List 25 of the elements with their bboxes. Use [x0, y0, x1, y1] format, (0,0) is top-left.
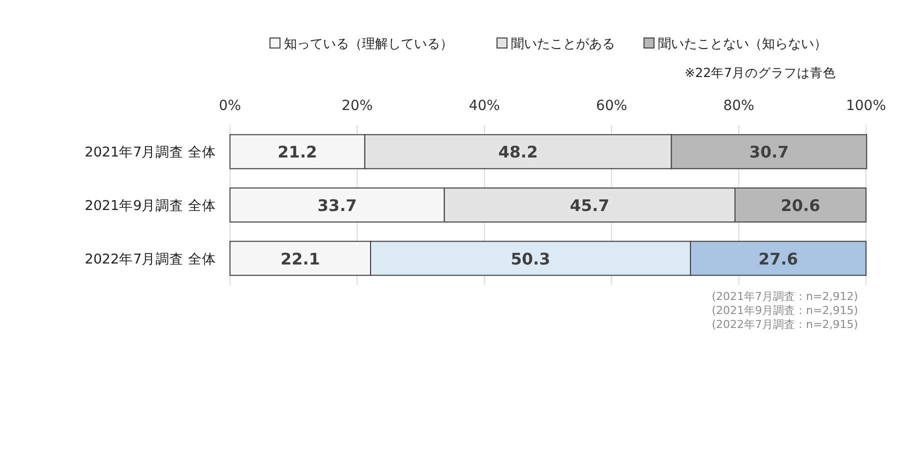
x-tick-label: 0% — [218, 98, 242, 114]
x-tick-label: 80% — [723, 98, 754, 114]
data-label: 30.7 — [749, 142, 789, 162]
legend-label: 聞いたことない（知らない） — [658, 37, 827, 52]
y-tick-label: 2021年7月調査 全体 — [84, 144, 216, 161]
legend-label: 知っている（理解している） — [284, 37, 453, 52]
data-label: 22.1 — [280, 249, 320, 268]
data-label: 20.6 — [780, 196, 820, 215]
text: (2021年7月調査：n=2,912) — [712, 290, 858, 303]
x-tick-label: 60% — [596, 98, 628, 114]
data-label: 33.7 — [317, 196, 357, 215]
text: (2021年9月調査：n=2,915) — [712, 304, 858, 317]
y-tick-label: 2022年7月調査 全体 — [84, 251, 216, 268]
data-label: 45.7 — [570, 196, 610, 215]
text: ※22年7月のグラフは青色 — [684, 65, 836, 80]
data-label: 50.3 — [510, 249, 550, 268]
text: (2022年7月調査：n=2,915) — [712, 318, 858, 331]
legend-label: 聞いたことがある — [511, 37, 615, 52]
data-label: 27.6 — [758, 249, 798, 268]
x-tick-label: 20% — [342, 98, 373, 114]
y-tick-label: 2021年9月調査 全体 — [84, 198, 216, 214]
x-tick-label: 100% — [846, 98, 886, 114]
data-label: 48.2 — [498, 142, 538, 162]
x-tick-label: 40% — [468, 98, 500, 114]
data-label: 21.2 — [278, 142, 318, 162]
